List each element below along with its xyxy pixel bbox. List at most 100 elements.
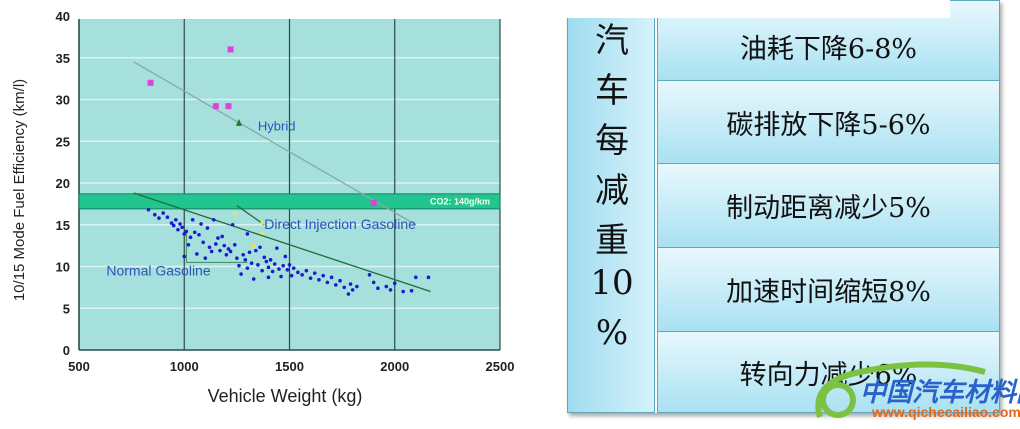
data-point xyxy=(367,273,372,277)
data-point xyxy=(239,272,243,276)
y-tick-label: 25 xyxy=(56,134,70,149)
table-row: 制动距离减少5% xyxy=(657,163,1000,248)
trend-line xyxy=(133,192,431,293)
data-point xyxy=(232,242,237,247)
x-tick-label: 2000 xyxy=(380,359,409,374)
data-point xyxy=(169,221,174,225)
data-point xyxy=(209,249,214,254)
header-char: 重 xyxy=(595,221,629,261)
data-point xyxy=(256,263,260,267)
data-point xyxy=(190,217,195,222)
data-point xyxy=(157,216,161,220)
data-point xyxy=(205,226,210,230)
y-tick-label: 40 xyxy=(56,9,70,24)
data-point xyxy=(281,263,285,268)
data-point xyxy=(203,256,208,260)
trend-line xyxy=(133,61,417,226)
data-point xyxy=(355,284,359,289)
co2-band xyxy=(78,193,501,210)
header-char: 车 xyxy=(595,71,629,111)
data-point xyxy=(260,231,264,235)
watermark-logo: 中国汽车材料网 www.qichecailiao.com xyxy=(800,352,1020,422)
weight-reduction-table: 汽 车 每 减 重 10 % 油耗下降6-8% 碳排放下降5-6% 制动距离减少… xyxy=(567,0,1000,413)
y-tick-label: 0 xyxy=(63,343,70,358)
y-tick-label: 5 xyxy=(63,301,70,316)
y-tick-label: 10 xyxy=(56,260,70,275)
data-point xyxy=(228,249,233,254)
data-point xyxy=(376,286,380,291)
header-char: 10 xyxy=(590,263,634,303)
data-point xyxy=(275,246,279,250)
data-point xyxy=(222,243,227,248)
data-point xyxy=(285,268,290,272)
data-point xyxy=(287,263,292,267)
data-point xyxy=(152,212,157,217)
data-point xyxy=(289,273,294,278)
table-row: 加速时间缩短8% xyxy=(657,247,1000,332)
data-point xyxy=(201,240,205,245)
data-point xyxy=(188,235,193,240)
data-point xyxy=(346,292,351,296)
header-char: % xyxy=(595,313,629,353)
data-point xyxy=(312,271,317,275)
header-char: 汽 xyxy=(595,21,629,61)
data-point xyxy=(165,215,170,220)
data-point xyxy=(192,230,197,235)
data-point xyxy=(232,212,237,216)
data-point xyxy=(426,275,431,280)
data-point xyxy=(283,254,288,259)
data-point xyxy=(235,256,239,260)
data-point xyxy=(266,275,271,280)
data-point xyxy=(384,284,389,289)
data-point xyxy=(176,227,180,232)
label-hybrid: Hybrid xyxy=(258,118,296,133)
data-point xyxy=(180,225,184,230)
data-point xyxy=(178,222,182,226)
data-point xyxy=(266,265,271,270)
data-point xyxy=(296,270,300,275)
data-point xyxy=(254,248,258,253)
data-point xyxy=(245,266,250,270)
table-row: 碳排放下降5-6% xyxy=(657,80,1000,164)
data-point xyxy=(350,288,355,292)
data-point-hybrid xyxy=(225,103,232,110)
data-point-hybrid xyxy=(147,79,154,86)
data-point xyxy=(171,223,176,228)
fuel-efficiency-chart: 0 5 10 15 20 25 30 35 40 500 1000 1500 2000 2500 CO2: … xyxy=(11,9,514,406)
x-tick-label: 1000 xyxy=(170,359,199,374)
data-point xyxy=(371,280,376,285)
data-point xyxy=(325,280,330,285)
data-point xyxy=(237,263,241,268)
data-point xyxy=(262,255,267,260)
data-point xyxy=(186,242,191,247)
data-point xyxy=(216,236,220,240)
data-point xyxy=(174,217,178,222)
y-tick-label: 20 xyxy=(56,176,70,191)
data-point xyxy=(199,222,203,226)
data-point xyxy=(251,243,256,248)
data-point xyxy=(279,274,283,279)
data-point xyxy=(260,221,264,225)
watermark-title: 中国汽车材料网 xyxy=(860,377,1020,407)
label-direct-injection: Direct Injection Gasoline xyxy=(264,216,416,232)
data-point-hybrid xyxy=(227,46,234,53)
header-char: 减 xyxy=(595,171,629,211)
data-point xyxy=(251,277,256,281)
data-point xyxy=(230,222,235,227)
x-axis-title: Vehicle Weight (kg) xyxy=(208,386,363,406)
data-point xyxy=(243,258,248,262)
data-point xyxy=(249,261,254,265)
data-point xyxy=(161,211,165,215)
data-point xyxy=(272,262,277,266)
data-point xyxy=(245,232,250,236)
data-point xyxy=(241,253,245,257)
data-point xyxy=(260,268,264,273)
data-point xyxy=(321,273,325,278)
watermark-url: www.qichecailiao.com xyxy=(872,404,1020,420)
data-point xyxy=(264,259,269,264)
top-mask xyxy=(560,0,950,18)
data-point xyxy=(338,278,342,283)
data-point xyxy=(220,234,224,239)
data-point xyxy=(401,289,405,294)
x-tick-label: 1500 xyxy=(275,359,304,374)
